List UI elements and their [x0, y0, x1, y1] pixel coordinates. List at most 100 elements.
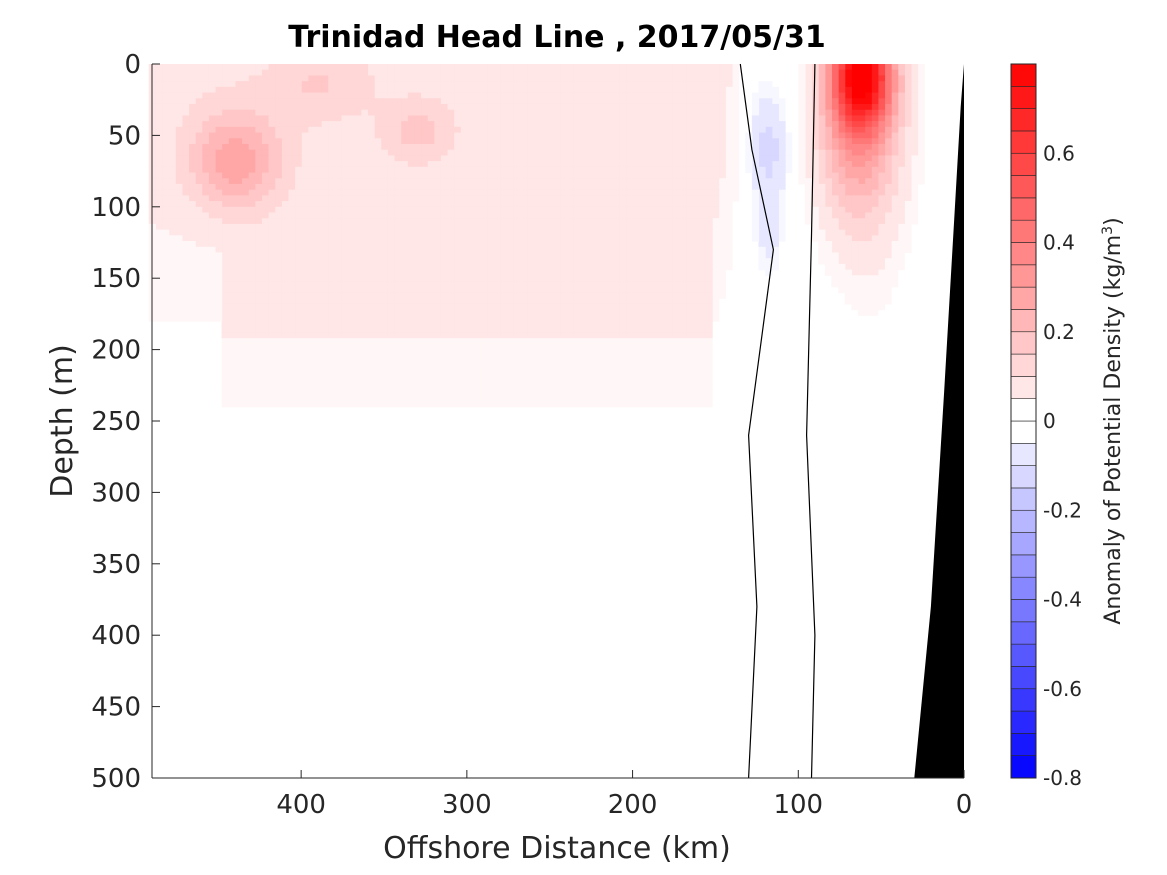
anomaly-cell: [831, 132, 839, 139]
anomaly-cell: [678, 189, 687, 196]
anomaly-cell: [387, 178, 395, 185]
anomaly-cell: [519, 206, 528, 214]
anomaly-cell: [294, 183, 302, 191]
anomaly-cell: [413, 86, 422, 94]
anomaly-cell: [274, 275, 282, 282]
anomaly-cell: [287, 172, 296, 179]
anomaly-cell: [539, 86, 547, 94]
anomaly-cell: [566, 315, 574, 322]
anomaly-cell: [354, 115, 362, 122]
anomaly-cell: [327, 92, 335, 99]
anomaly-cell: [692, 366, 700, 374]
anomaly-cell: [678, 338, 687, 345]
anomaly-cell: [287, 349, 296, 356]
anomaly-cell: [327, 378, 335, 385]
anomaly-cell: [314, 223, 322, 231]
anomaly-cell: [732, 195, 740, 202]
anomaly-cell: [606, 143, 614, 151]
anomaly-cell: [579, 263, 587, 271]
anomaly-cell: [473, 98, 481, 105]
anomaly-cell: [592, 218, 601, 225]
anomaly-cell: [798, 149, 806, 156]
anomaly-cell: [268, 98, 276, 105]
anomaly-cell: [347, 149, 355, 156]
anomaly-cell: [281, 355, 289, 362]
anomaly-cell: [625, 366, 634, 374]
anomaly-cell: [665, 355, 673, 362]
anomaly-cell: [486, 258, 494, 265]
anomaly-cell: [446, 263, 455, 271]
anomaly-cell: [678, 98, 687, 105]
anomaly-cell: [877, 166, 886, 174]
anomaly-cell: [678, 126, 687, 134]
anomaly-cell: [725, 183, 733, 191]
anomaly-cell: [612, 126, 620, 134]
anomaly-cell: [274, 378, 282, 385]
anomaly-cell: [347, 161, 355, 168]
anomaly-cell: [586, 201, 594, 208]
anomaly-cell: [705, 338, 713, 345]
anomaly-cell: [851, 103, 859, 111]
anomaly-cell: [838, 92, 846, 99]
anomaly-cell: [685, 138, 693, 145]
anomaly-cell: [493, 64, 501, 71]
anomaly-cell: [705, 183, 713, 191]
anomaly-cell: [274, 241, 282, 248]
anomaly-cell: [798, 138, 806, 145]
anomaly-cell: [427, 343, 435, 351]
anomaly-cell: [321, 126, 329, 134]
anomaly-cell: [685, 92, 693, 99]
anomaly-cell: [533, 303, 541, 311]
anomaly-cell: [891, 155, 899, 162]
anomaly-cell: [665, 343, 673, 351]
anomaly-cell: [327, 235, 335, 242]
anomaly-cell: [506, 378, 514, 385]
anomaly-cell: [420, 64, 428, 71]
anomaly-cell: [387, 321, 395, 328]
anomaly-cell: [268, 235, 276, 242]
anomaly-cell: [354, 143, 362, 151]
anomaly-cell: [287, 303, 296, 311]
anomaly-cell: [619, 166, 627, 174]
anomaly-cell: [427, 98, 435, 105]
anomaly-cell: [659, 218, 667, 225]
anomaly-cell: [572, 309, 581, 316]
anomaly-cell: [831, 218, 839, 225]
anomaly-cell: [539, 115, 547, 122]
anomaly-cell: [486, 395, 494, 402]
anomaly-cell: [698, 309, 707, 316]
anomaly-cell: [606, 69, 614, 77]
anomaly-cell: [751, 103, 760, 111]
anomaly-cell: [473, 138, 481, 145]
anomaly-cell: [526, 149, 534, 156]
anomaly-cell: [592, 343, 601, 351]
anomaly-cell: [281, 189, 289, 196]
anomaly-cell: [268, 206, 276, 214]
anomaly-cell: [553, 166, 561, 174]
anomaly-cell: [314, 98, 322, 105]
anomaly-cell: [307, 161, 315, 168]
anomaly-cell: [354, 149, 362, 156]
anomaly-cell: [453, 98, 461, 105]
anomaly-cell: [804, 172, 813, 179]
anomaly-cell: [360, 395, 369, 402]
anomaly-cell: [864, 292, 872, 299]
anomaly-cell: [387, 252, 395, 259]
anomaly-cell: [493, 309, 501, 316]
anomaly-cell: [374, 218, 382, 225]
anomaly-cell: [751, 206, 760, 214]
anomaly-cell: [851, 69, 859, 77]
anomaly-cell: [307, 315, 315, 322]
anomaly-cell: [486, 103, 494, 111]
anomaly-cell: [692, 258, 700, 265]
anomaly-cell: [480, 189, 488, 196]
anomaly-cell: [831, 161, 839, 168]
anomaly-cell: [884, 281, 892, 288]
anomaly-cell: [546, 223, 554, 231]
anomaly-cell: [771, 195, 779, 202]
anomaly-cell: [307, 383, 315, 391]
anomaly-cell: [360, 298, 369, 305]
anomaly-cell: [367, 126, 375, 134]
anomaly-cell: [374, 258, 382, 265]
anomaly-cell: [446, 126, 455, 134]
